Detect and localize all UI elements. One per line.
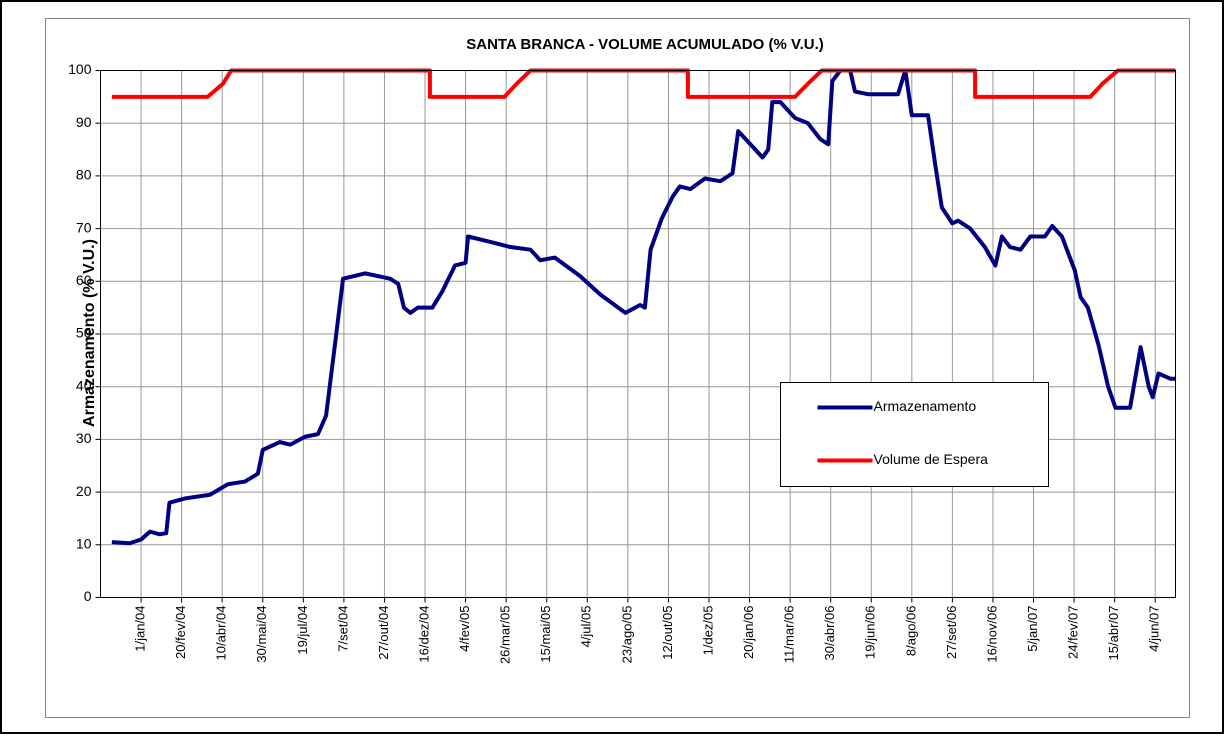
y-tick-label: 50 <box>76 325 92 341</box>
y-tick-label: 0 <box>84 588 92 604</box>
legend-box <box>780 382 1049 487</box>
plot-border <box>100 70 1176 598</box>
x-tick-label: 1/dez/05 <box>700 606 715 656</box>
y-tick-label: 60 <box>76 272 92 288</box>
x-tick-label: 4/jun/07 <box>1147 606 1162 652</box>
x-tick-label: 15/abr/07 <box>1106 606 1121 661</box>
x-tick-label: 4/fev/05 <box>457 606 472 652</box>
x-tick-label: 27/set/06 <box>944 606 959 660</box>
chart-title: SANTA BRANCA - VOLUME ACUMULADO (% V.U.) <box>466 36 824 53</box>
x-tick-label: 19/jul/04 <box>295 606 310 655</box>
x-tick-label: 1/jan/04 <box>133 606 148 652</box>
x-tick-label: 19/jun/06 <box>863 606 878 660</box>
x-tick-label: 5/jan/07 <box>1025 606 1040 652</box>
y-tick-label: 10 <box>76 536 92 552</box>
x-tick-label: 8/ago/06 <box>903 606 918 657</box>
x-tick-label: 7/set/04 <box>335 606 350 652</box>
x-tick-label: 26/mar/05 <box>498 606 513 665</box>
legend: Armazenamento Volume de Espera <box>780 382 1049 487</box>
y-tick-label: 20 <box>76 483 92 499</box>
y-tick-label: 80 <box>76 167 92 183</box>
y-tick-label: 100 <box>68 61 92 77</box>
x-tick-label: 11/mar/06 <box>782 606 797 664</box>
x-tick-label: 30/mai/04 <box>254 606 269 663</box>
y-tick-label: 40 <box>76 377 92 393</box>
series-line <box>111 68 1176 546</box>
x-tick-label: 27/out/04 <box>376 606 391 660</box>
x-tick-label: 16/dez/04 <box>416 606 431 663</box>
x-tick-label: 12/out/05 <box>660 606 675 660</box>
chart-area <box>45 18 1190 718</box>
x-tick-label: 24/fev/07 <box>1066 606 1081 660</box>
y-axis-label: Armazenamento (% V.U.) <box>81 239 98 427</box>
x-tick-label: 4/jul/05 <box>579 606 594 648</box>
x-tick-label: 20/jan/06 <box>741 606 756 660</box>
y-tick-label: 30 <box>76 430 92 446</box>
x-tick-label: 15/mai/05 <box>538 606 553 663</box>
x-tick-label: 20/fev/04 <box>173 606 188 660</box>
y-tick-label: 90 <box>76 114 92 130</box>
y-tick-label: 70 <box>76 219 92 235</box>
x-tick-label: 30/abr/06 <box>822 606 837 661</box>
x-tick-label: 10/abr/04 <box>214 606 229 661</box>
legend-label: Volume de Espera <box>874 451 989 467</box>
legend-label: Armazenamento <box>874 398 977 414</box>
x-tick-label: 23/ago/05 <box>619 606 634 664</box>
x-tick-label: 16/nov/06 <box>984 606 999 663</box>
